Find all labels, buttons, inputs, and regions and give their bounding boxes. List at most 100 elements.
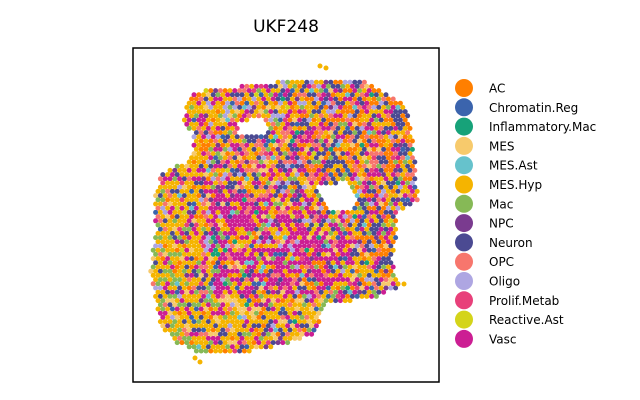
spot-vasc [340,243,346,249]
spot-opc [275,239,281,245]
spot-vasc [251,264,257,270]
spot-mes-hyp [196,277,202,283]
spot-mes-hyp [270,197,276,203]
spot-ac [369,176,375,182]
spot-mes-hyp [304,104,310,110]
spot-reactive-ast [313,222,319,228]
spot-mac [153,251,159,257]
spot-mac [366,230,372,236]
spot-opc [289,281,295,287]
spot-oligo [210,285,216,291]
spot-chromatin-reg [153,209,159,215]
spot-inflammatory-mac [244,302,250,308]
spot-mes [388,277,394,283]
spot-chromatin-reg [345,167,351,173]
spot-mes-hyp [369,268,375,274]
spot-vasc [189,272,195,278]
spot-mac [268,125,274,131]
spot-neuron [227,214,233,220]
spot-chromatin-reg [306,277,312,283]
spot-mes-hyp [167,277,173,283]
spot-mes-hyp [246,172,252,178]
spot-prolif-metab [251,88,257,94]
spot-chromatin-reg [265,138,271,144]
spot-ac [385,163,391,169]
spot-mac [393,159,399,165]
spot-vasc [285,113,291,119]
spot-vasc [304,331,310,337]
spot-ac [189,96,195,102]
spot-oligo [325,109,331,115]
spot-mes-hyp [192,355,198,361]
spot-neuron [249,268,255,274]
spot-mac [405,180,411,186]
spot-ac [340,167,346,173]
spot-mes-hyp [210,142,216,148]
spot-mes-hyp [249,184,255,190]
spot-ac [261,180,267,186]
spot-mes-hyp [337,281,343,287]
spot-vasc [244,235,250,241]
spot-mac [172,277,178,283]
spot-neuron [323,180,329,186]
spot-ac [311,285,317,291]
spot-mes-hyp [395,281,401,287]
spot-ac [301,142,307,148]
spot-neuron [383,260,389,266]
spot-npc [217,188,223,194]
spot-mac [273,117,279,123]
spot-vasc [409,197,415,203]
spot-prolif-metab [390,155,396,161]
spot-mes-hyp [268,209,274,215]
spot-npc [277,151,283,157]
spot-oligo [208,104,214,110]
spot-vasc [244,201,250,207]
spot-ac [335,251,341,257]
spot-vasc [304,230,310,236]
spot-mes [318,298,324,304]
spot-vasc [256,205,262,211]
spot-mes-hyp [160,264,166,270]
spot-mes-hyp [401,281,407,287]
spot-ac [179,340,185,346]
spot-ac [347,146,353,152]
spot-mes-hyp [237,239,243,245]
spot-opc [309,272,315,278]
spot-mes-ast [263,201,269,207]
spot-vasc [268,277,274,283]
spot-mes-hyp [193,247,199,253]
spot-mes-hyp [193,298,199,304]
spot-mes-hyp [385,138,391,144]
spot-chromatin-reg [157,226,163,232]
spot-mes [285,138,291,144]
spot-mes-hyp [189,281,195,287]
spot-neuron [352,79,358,85]
spot-ac [263,268,269,274]
spot-mes-hyp [393,277,399,283]
spot-mes-hyp [241,281,247,287]
spot-ac [299,113,305,119]
spot-ac [325,117,331,123]
spot-ac [311,260,317,266]
spot-ac [345,134,351,140]
spot-npc [275,146,281,152]
spot-mes [203,104,209,110]
spot-opc [229,243,235,249]
spot-opc [253,159,259,165]
spot-mes-hyp [184,205,190,211]
spot-mes-ast [361,222,367,228]
spot-vasc [201,117,207,123]
spot-mac [210,159,216,165]
spot-vasc [217,239,223,245]
spot-neuron [412,159,418,165]
legend-marker-mes-ast [455,156,473,175]
spot-opc [263,117,269,123]
spot-mes-hyp [191,243,197,249]
spot-neuron [378,167,384,173]
spot-oligo [388,285,394,291]
spot-mes [313,314,319,320]
spot-mes-hyp [385,264,391,270]
spot-vasc [215,277,221,283]
spot-mes [227,264,233,270]
spot-ac [323,104,329,110]
